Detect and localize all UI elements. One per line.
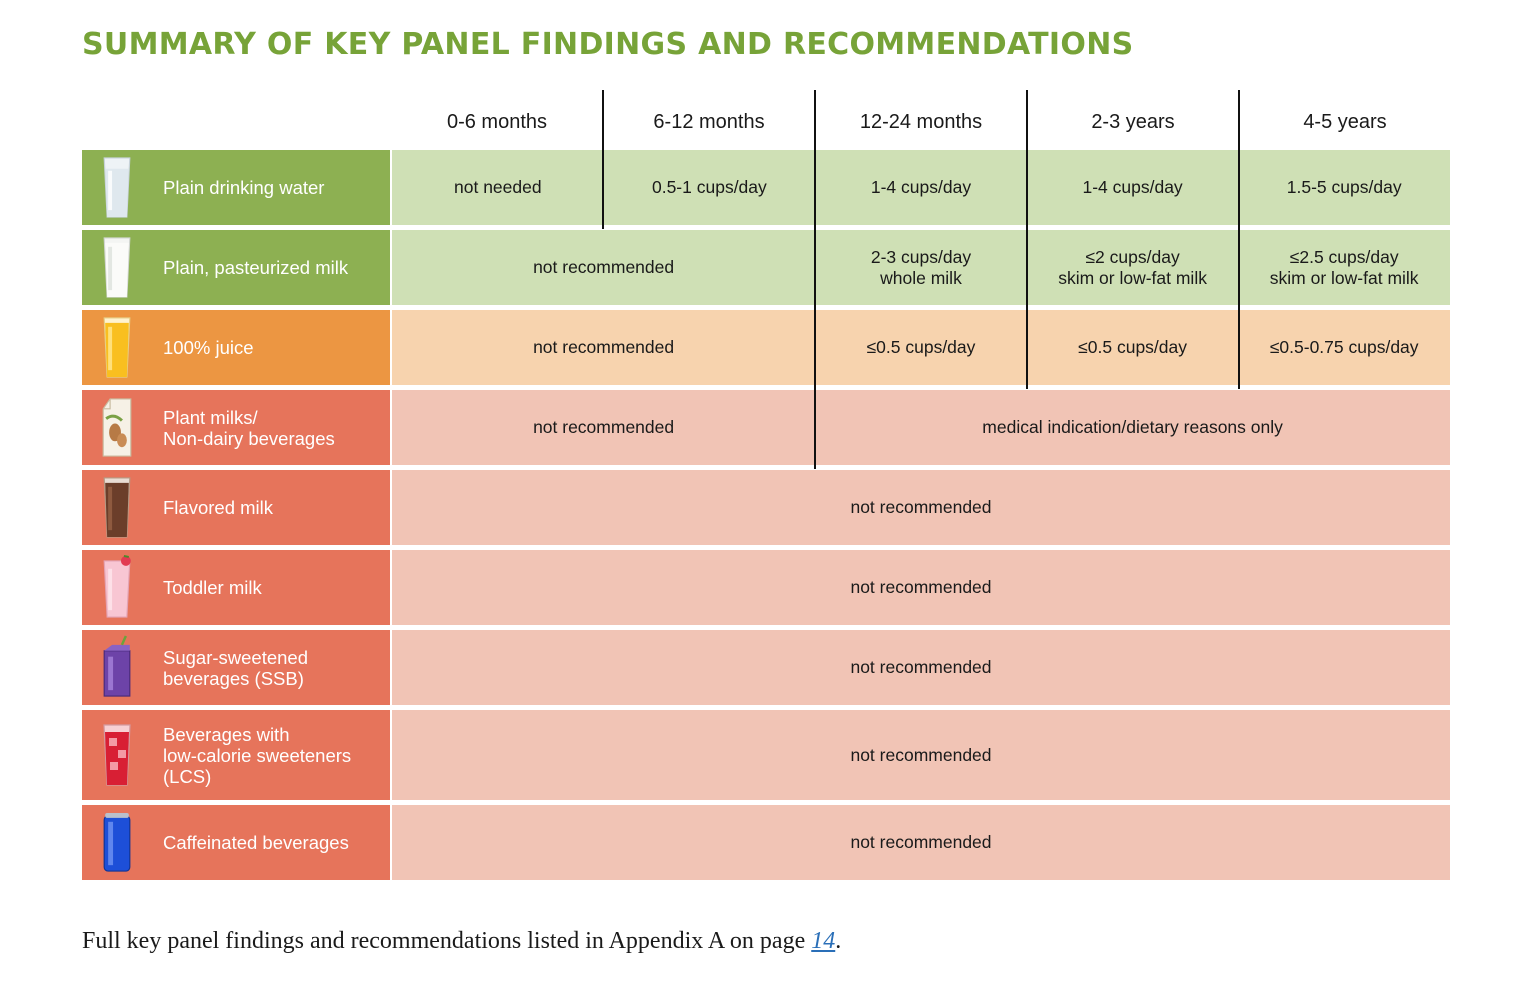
column-header: 2-3 years bbox=[1091, 111, 1175, 133]
page-link[interactable]: 14 bbox=[811, 928, 836, 954]
table-row: Plain drinking water not needed 0.5-1 cups… bbox=[82, 150, 1450, 225]
beverage-label: Plant milks/ Non-dairy beverages bbox=[163, 406, 335, 449]
row-label-cell: Plain drinking water bbox=[82, 150, 390, 225]
column-header: 6-12 months bbox=[653, 111, 765, 133]
recommendation-cell: ≤2 cups/day skim or low-fat milk bbox=[1058, 246, 1207, 288]
milk-glass-icon bbox=[100, 235, 134, 300]
recommendation-cell: not needed bbox=[454, 177, 542, 197]
beverage-label: Sugar-sweetened beverages (SSB) bbox=[163, 646, 309, 689]
recommendation-cell: not recommended bbox=[850, 832, 992, 852]
table-row: Toddler milk not recommended bbox=[82, 550, 1450, 625]
column-divider-line bbox=[1238, 90, 1240, 389]
footnote-end: . bbox=[835, 928, 842, 954]
beverage-label: Plain drinking water bbox=[163, 177, 325, 198]
row-label-cell: Flavored milk bbox=[82, 470, 390, 545]
column-header: 4-5 years bbox=[1303, 111, 1387, 133]
row-values: not recommended medical indication/dietar… bbox=[392, 390, 1450, 465]
table-row: Beverages with low-calorie sweeteners (L… bbox=[82, 710, 1450, 800]
recommendation-cell: 1-4 cups/day bbox=[870, 177, 972, 197]
row-values: not recommended bbox=[392, 630, 1450, 705]
column-header-row: 0-6 months 6-12 months 12-24 months 2-3 … bbox=[0, 105, 1521, 139]
row-label-cell: Plain, pasteurized milk bbox=[82, 230, 390, 305]
recommendation-cell: 0.5-1 cups/day bbox=[651, 177, 767, 197]
column-divider-line bbox=[814, 90, 816, 469]
beverage-label: Plain, pasteurized milk bbox=[163, 257, 349, 278]
recommendation-cell: not recommended bbox=[850, 657, 992, 677]
footnote-text: Full key panel findings and recommendati… bbox=[82, 928, 812, 954]
row-label-cell: 100% juice bbox=[82, 310, 390, 385]
row-label-cell: Caffeinated beverages bbox=[82, 805, 390, 880]
recommendation-cell: 1.5-5 cups/day bbox=[1286, 177, 1402, 197]
recommendation-cell: not recommended bbox=[533, 257, 675, 277]
recommendation-cell: not recommended bbox=[850, 577, 992, 597]
recommendation-cell: 1-4 cups/day bbox=[1082, 177, 1183, 197]
juice-box-icon bbox=[100, 635, 134, 700]
column-header: 12-24 months bbox=[859, 111, 983, 133]
almond-milk-carton-icon bbox=[100, 395, 134, 460]
row-values: not recommended 2-3 cups/day whole milk ≤2… bbox=[392, 230, 1450, 305]
row-values: not recommended ≤0.5 cups/day ≤0.5 cups/da… bbox=[392, 310, 1450, 385]
recommendation-cell: not recommended bbox=[850, 497, 992, 517]
row-label-cell: Plant milks/ Non-dairy beverages bbox=[82, 390, 390, 465]
recommendation-cell: ≤0.5 cups/day bbox=[866, 337, 976, 357]
row-values: not recommended bbox=[392, 470, 1450, 545]
water-glass-icon bbox=[100, 155, 134, 220]
iced-red-drink-icon bbox=[100, 715, 134, 795]
recommendation-cell: ≤0.5-0.75 cups/day bbox=[1269, 337, 1419, 357]
table-row: Sugar-sweetened beverages (SSB) not recom… bbox=[82, 630, 1450, 705]
recommendation-cell: 2-3 cups/day whole milk bbox=[870, 246, 972, 288]
chocolate-milk-glass-icon bbox=[100, 475, 134, 540]
table-row: 100% juice not recommended ≤0.5 cups/day ≤0… bbox=[82, 310, 1450, 385]
table-row: Plain, pasteurized milk not recommended 2-… bbox=[82, 230, 1450, 305]
column-divider-line bbox=[602, 90, 604, 229]
row-values: not recommended bbox=[392, 710, 1450, 800]
table-row: Flavored milk not recommended bbox=[82, 470, 1450, 545]
recommendation-cell: not recommended bbox=[850, 744, 992, 765]
table-row: Plant milks/ Non-dairy beverages not reco… bbox=[82, 390, 1450, 465]
column-divider-line bbox=[1026, 90, 1028, 389]
page-title: SUMMARY OF KEY PANEL FINDINGS AND RECOMM… bbox=[82, 27, 1134, 62]
recommendation-cell: not recommended bbox=[533, 417, 675, 437]
strawberry-milk-glass-icon bbox=[100, 555, 134, 620]
row-label-cell: Toddler milk bbox=[82, 550, 390, 625]
recommendation-cell: ≤2.5 cups/day skim or low-fat milk bbox=[1269, 246, 1419, 288]
table-row: Caffeinated beverages not recommended bbox=[82, 805, 1450, 880]
row-values: not recommended bbox=[392, 805, 1450, 880]
beverage-label: Toddler milk bbox=[163, 577, 262, 598]
column-header: 0-6 months bbox=[446, 111, 548, 133]
footnote: Full key panel findings and recommendati… bbox=[82, 928, 841, 955]
row-label-cell: Sugar-sweetened beverages (SSB) bbox=[82, 630, 390, 705]
juice-glass-icon bbox=[100, 315, 134, 380]
recommendation-cell: not recommended bbox=[533, 337, 675, 357]
beverage-label: Beverages with low-calorie sweeteners (L… bbox=[163, 723, 352, 787]
beverage-label: 100% juice bbox=[163, 337, 254, 358]
soda-can-icon bbox=[100, 810, 134, 875]
row-label-cell: Beverages with low-calorie sweeteners (L… bbox=[82, 710, 390, 800]
beverage-label: Caffeinated beverages bbox=[163, 832, 349, 853]
beverage-label: Flavored milk bbox=[163, 497, 273, 518]
recommendation-cell: medical indication/dietary reasons only bbox=[982, 417, 1283, 437]
row-values: not recommended bbox=[392, 550, 1450, 625]
row-values: not needed 0.5-1 cups/day 1-4 cups/day 1-4 … bbox=[392, 150, 1450, 225]
recommendation-cell: ≤0.5 cups/day bbox=[1078, 337, 1188, 357]
